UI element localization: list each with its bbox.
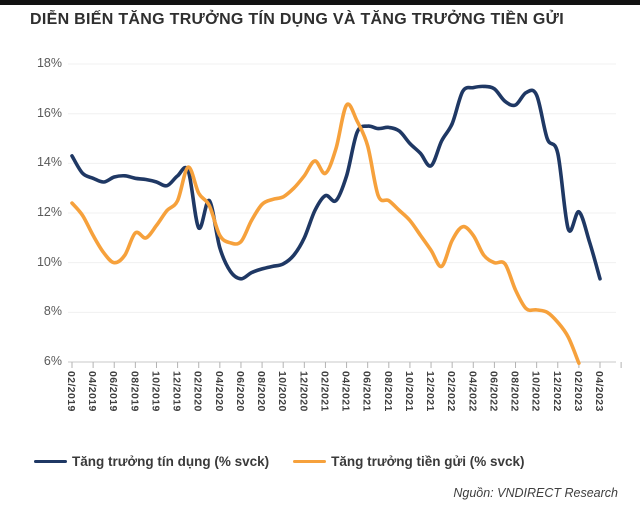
x-tick-label: 12/2022	[550, 371, 563, 412]
x-tick-label: 08/2020	[255, 371, 268, 412]
x-tick-label: 04/2021	[339, 371, 352, 412]
legend-label-credit: Tăng trưởng tín dụng (% svck)	[72, 454, 270, 469]
x-tick-label: 02/2021	[318, 371, 331, 412]
x-tick-label: 08/2019	[128, 371, 141, 412]
chart-canvas	[68, 63, 622, 368]
x-tick-label: 12/2020	[297, 371, 310, 412]
deposit-line-swatch	[293, 459, 327, 464]
x-tick-label: 06/2022	[487, 371, 500, 412]
y-axis-label: 14%	[36, 155, 62, 170]
x-tick-label: 06/2020	[233, 371, 246, 412]
deposit-growth-line	[70, 102, 581, 365]
legend-item-deposit: Tăng trưởng tiền gửi (% svck)	[293, 454, 525, 469]
x-tick-label: 04/2019	[86, 371, 99, 412]
legend-label-deposit: Tăng trưởng tiền gửi (% svck)	[331, 454, 525, 469]
credit-growth-line	[70, 84, 602, 281]
legend: Tăng trưởng tín dụng (% svck) Tăng trưởn…	[34, 454, 525, 469]
y-axis-label: 16%	[36, 105, 62, 120]
x-tick-label: 04/2022	[466, 371, 479, 412]
credit-line-swatch	[34, 459, 67, 464]
x-tick-label: 06/2019	[107, 371, 120, 412]
y-axis-label: 12%	[36, 205, 62, 220]
x-tick-label: 02/2019	[65, 371, 77, 412]
x-tick-label: 10/2020	[276, 371, 289, 412]
chart-title: DIỄN BIẾN TĂNG TRƯỞNG TÍN DỤNG VÀ TĂNG T…	[30, 11, 564, 28]
x-tick-label: 08/2022	[508, 371, 521, 412]
x-tick-label: 06/2021	[360, 371, 373, 412]
x-tick-label: 10/2019	[149, 371, 162, 412]
x-tick-label: 12/2021	[424, 371, 437, 412]
source-attribution: Nguồn: VNDIRECT Research	[453, 486, 618, 500]
y-axis-label: 8%	[43, 304, 62, 319]
y-axis-label: 6%	[43, 354, 62, 368]
x-tick-label: 04/2023	[593, 371, 605, 412]
legend-item-credit: Tăng trưởng tín dụng (% svck)	[34, 454, 269, 469]
top-divider-bar	[0, 0, 640, 5]
x-tick-label: 02/2023	[571, 371, 584, 412]
x-tick-label: 10/2022	[529, 371, 542, 412]
x-tick-label: 02/2020	[191, 371, 204, 412]
y-axis-label: 10%	[36, 254, 62, 269]
x-tick-label: 04/2020	[212, 371, 225, 412]
x-tick-label: 10/2021	[402, 371, 415, 412]
x-tick-label: 02/2022	[445, 371, 458, 412]
x-tick-label: 12/2019	[170, 371, 183, 412]
x-tick-label: 08/2021	[381, 371, 394, 412]
y-axis-label: 18%	[36, 56, 62, 71]
